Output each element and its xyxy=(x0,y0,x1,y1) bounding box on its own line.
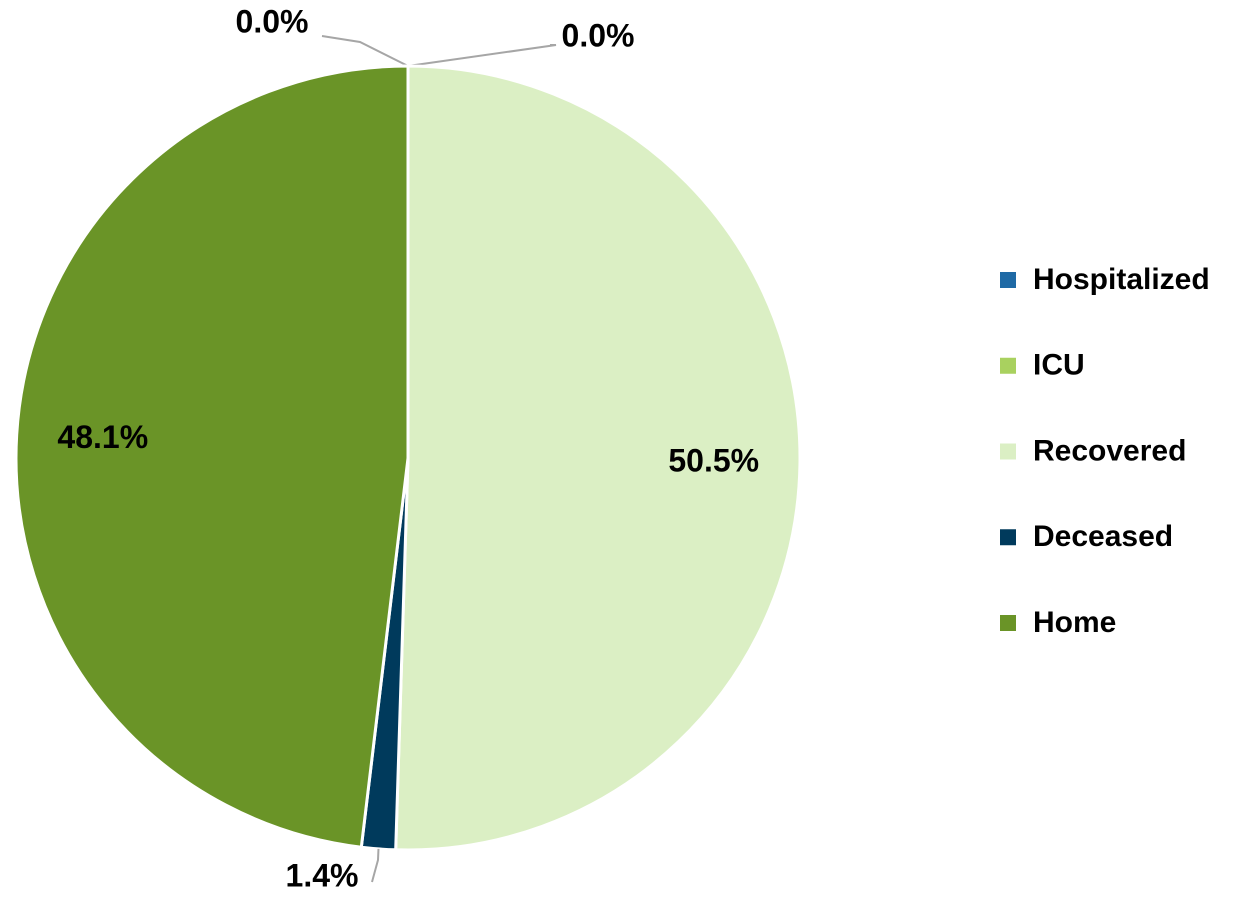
legend-swatch xyxy=(1000,443,1016,460)
pie-slice xyxy=(394,64,802,852)
legend-label: Recovered xyxy=(1033,434,1186,467)
legend-swatch xyxy=(1000,529,1016,546)
legend-swatch xyxy=(1000,615,1016,631)
data-label: 0.0% xyxy=(236,3,309,39)
data-label: 48.1% xyxy=(57,419,148,455)
data-label: 0.0% xyxy=(562,17,635,53)
data-label: 1.4% xyxy=(286,857,359,893)
leader-line xyxy=(371,848,380,883)
leader-line xyxy=(407,44,557,67)
legend-swatch xyxy=(1000,272,1016,288)
legend-label: ICU xyxy=(1033,349,1085,382)
legend-swatch xyxy=(1000,357,1016,374)
data-label: 50.5% xyxy=(668,442,759,478)
pie-slice xyxy=(14,64,410,849)
leader-line xyxy=(321,35,409,67)
legend-label: Hospitalized xyxy=(1033,263,1210,296)
legend-label: Home xyxy=(1033,606,1116,639)
legend-label: Deceased xyxy=(1033,520,1173,553)
